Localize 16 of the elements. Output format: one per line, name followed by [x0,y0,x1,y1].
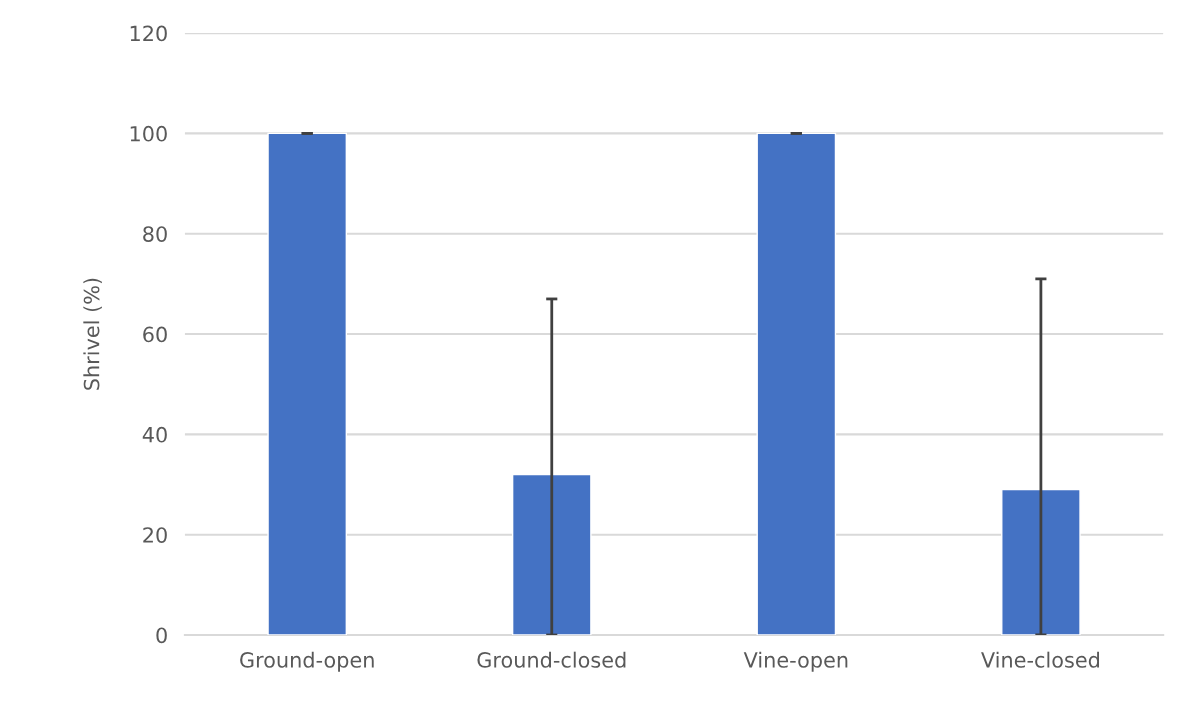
y-tick-label: 20 [143,527,167,543]
x-tick-label: Ground-open [240,651,374,672]
y-tick-label: 0 [156,627,167,644]
bar [267,132,348,636]
y-axis-title: Shrivel (%) [83,278,102,390]
y-tick-label: 100 [130,125,167,142]
x-tick-label: Ground-closed [477,651,626,668]
y-tick-label: 80 [143,226,167,242]
bar [1001,488,1081,636]
x-tick-label: Vine-open [743,651,848,672]
y-tick-label: 40 [142,426,167,443]
bar [511,473,592,636]
y-tick-label: 120 [130,25,167,42]
y-tick-label: 60 [143,326,167,343]
x-tick-label: Vine-closed [981,651,1099,668]
bar [756,132,837,636]
